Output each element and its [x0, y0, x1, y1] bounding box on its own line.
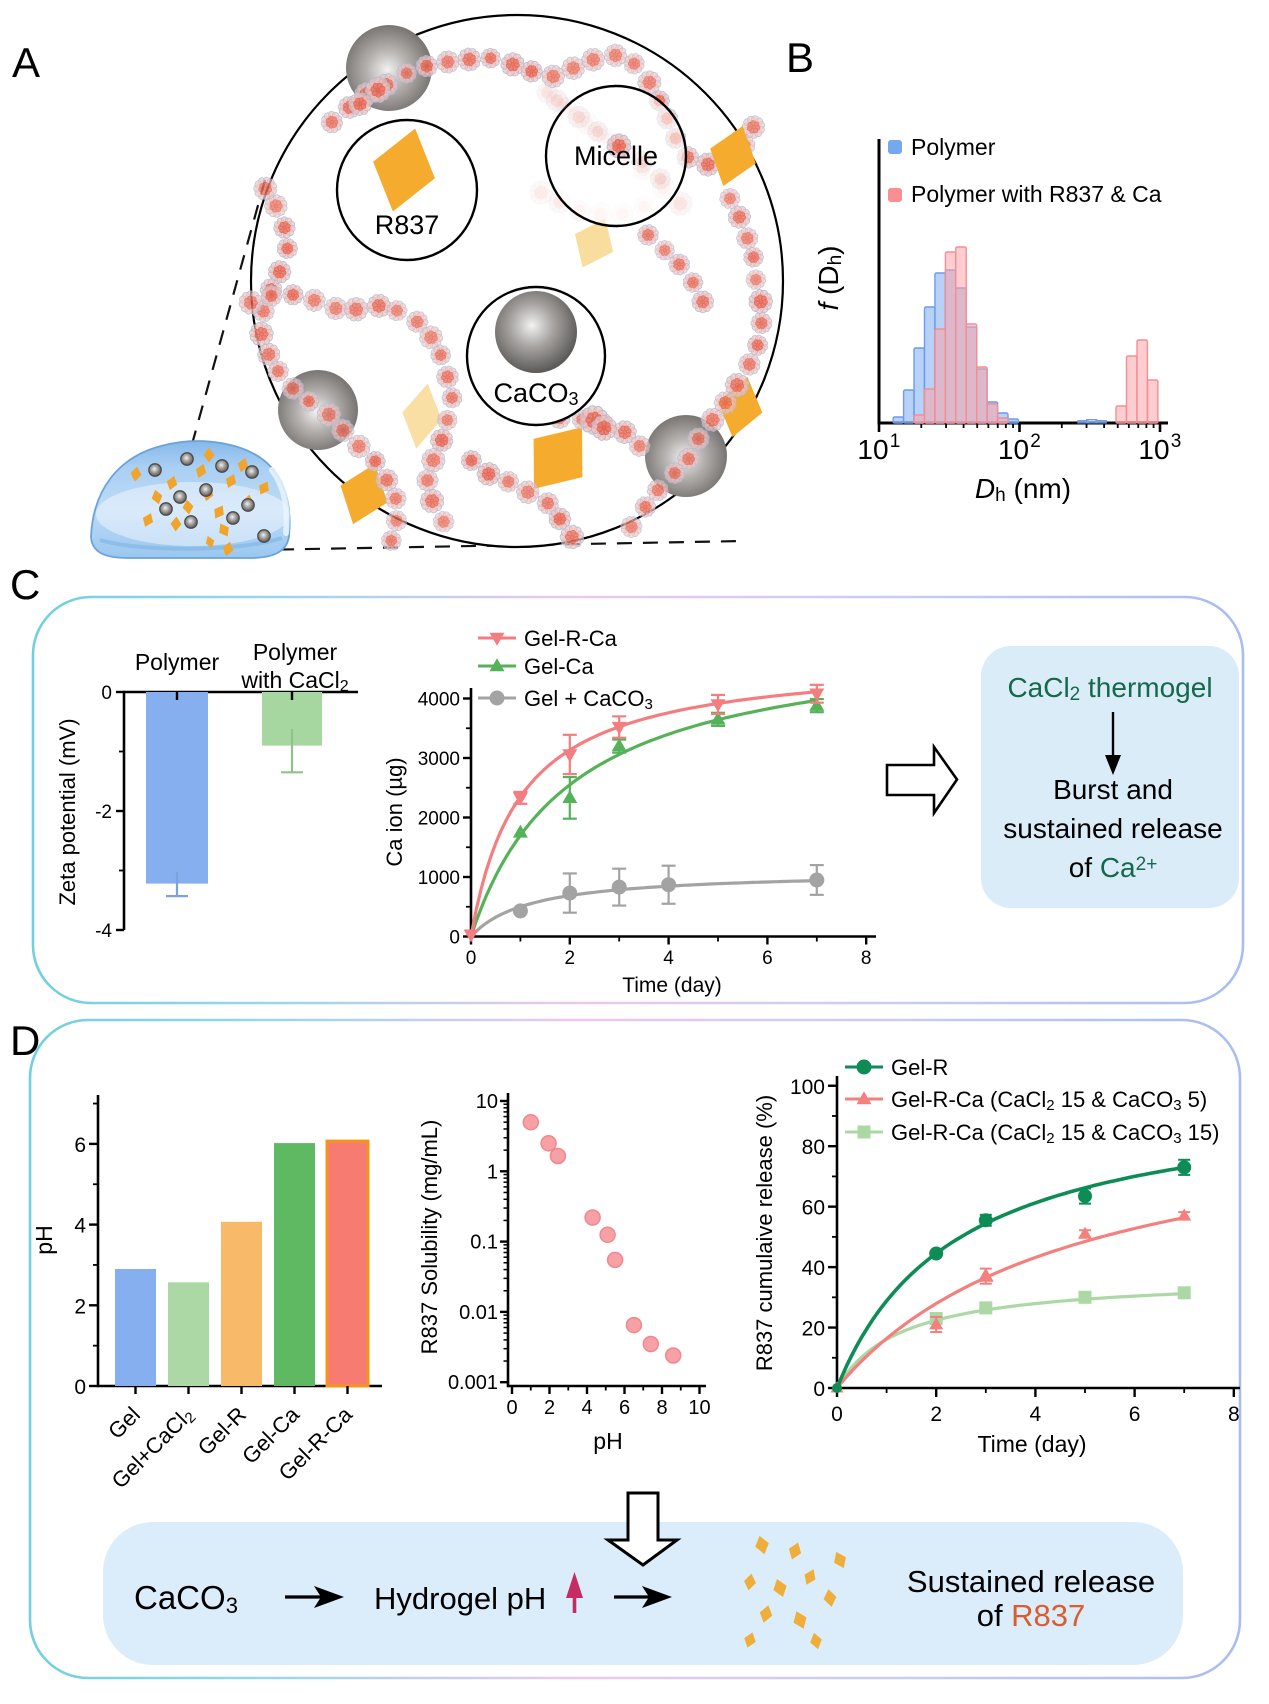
svg-text:A: A — [12, 39, 40, 86]
svg-text:8: 8 — [656, 1397, 667, 1419]
svg-text:0.001: 0.001 — [448, 1372, 498, 1394]
svg-text:Time (day): Time (day) — [622, 974, 722, 997]
svg-text:CaCl2 thermogel: CaCl2 thermogel — [1007, 672, 1212, 705]
svg-text:6: 6 — [762, 948, 773, 969]
svg-text:8: 8 — [1228, 1403, 1240, 1426]
svg-text:0: 0 — [74, 1376, 86, 1399]
svg-text:-2: -2 — [95, 802, 112, 823]
svg-text:Gel + CaCO3: Gel + CaCO3 — [524, 686, 653, 713]
svg-text:0: 0 — [506, 1397, 517, 1419]
svg-text:8: 8 — [861, 948, 872, 969]
svg-text:C: C — [10, 561, 40, 608]
svg-text:f (Dh): f (Dh) — [813, 245, 846, 310]
svg-text:pH: pH — [593, 1428, 622, 1454]
svg-text:R837 cumulaive release (%): R837 cumulaive release (%) — [752, 1095, 777, 1371]
svg-text:4: 4 — [1030, 1403, 1042, 1426]
svg-text:2: 2 — [544, 1397, 555, 1419]
svg-text:2: 2 — [1030, 431, 1041, 452]
svg-text:0: 0 — [831, 1403, 843, 1426]
svg-text:Gel-R: Gel-R — [891, 1055, 948, 1080]
svg-text:CaCO3: CaCO3 — [134, 1579, 238, 1618]
svg-text:pH: pH — [31, 1225, 57, 1254]
svg-text:2: 2 — [74, 1295, 86, 1318]
svg-text:0.01: 0.01 — [459, 1302, 498, 1324]
svg-text:2000: 2000 — [418, 809, 460, 830]
svg-text:Polymer: Polymer — [135, 649, 220, 675]
svg-text:of R837: of R837 — [977, 1598, 1086, 1633]
svg-text:Gel-Ca: Gel-Ca — [524, 654, 594, 679]
svg-text:CaCO3: CaCO3 — [493, 378, 578, 409]
svg-text:6: 6 — [619, 1397, 630, 1419]
svg-text:4: 4 — [663, 948, 674, 969]
svg-text:Sustained release: Sustained release — [907, 1564, 1155, 1599]
svg-text:Time (day): Time (day) — [977, 1431, 1086, 1457]
svg-text:10: 10 — [998, 434, 1029, 465]
svg-text:Burst and: Burst and — [1053, 774, 1173, 805]
svg-text:Dh (nm): Dh (nm) — [975, 473, 1071, 506]
svg-text:10: 10 — [476, 1091, 498, 1113]
svg-text:1000: 1000 — [418, 868, 460, 889]
svg-text:1: 1 — [487, 1161, 498, 1183]
svg-text:3: 3 — [1171, 431, 1182, 452]
svg-text:6: 6 — [1129, 1403, 1141, 1426]
svg-text:0: 0 — [466, 948, 477, 969]
svg-text:R837 Solubility (mg/mL): R837 Solubility (mg/mL) — [417, 1120, 442, 1355]
svg-text:3000: 3000 — [418, 749, 460, 770]
svg-text:0: 0 — [449, 928, 460, 949]
svg-text:10: 10 — [857, 434, 888, 465]
svg-text:10: 10 — [1138, 434, 1169, 465]
svg-text:Polymer: Polymer — [911, 134, 996, 160]
svg-text:4000: 4000 — [418, 690, 460, 711]
svg-text:6: 6 — [74, 1134, 86, 1157]
svg-text:4: 4 — [581, 1397, 592, 1419]
svg-text:R837: R837 — [375, 210, 440, 240]
svg-text:0.1: 0.1 — [470, 1232, 498, 1254]
svg-text:sustained release: sustained release — [1003, 813, 1222, 844]
svg-text:100: 100 — [790, 1076, 825, 1099]
svg-text:4: 4 — [74, 1215, 86, 1238]
svg-text:2: 2 — [565, 948, 576, 969]
svg-text:with CaCl2: with CaCl2 — [240, 667, 348, 695]
svg-text:Polymer with R837 & Ca: Polymer with R837 & Ca — [911, 181, 1162, 207]
svg-text:Gel-R-Ca: Gel-R-Ca — [524, 626, 618, 651]
svg-text:1: 1 — [890, 431, 901, 452]
svg-text:Zeta potential (mV): Zeta potential (mV) — [55, 718, 80, 905]
svg-text:Micelle: Micelle — [574, 141, 658, 171]
svg-text:10: 10 — [688, 1397, 710, 1419]
svg-text:0: 0 — [813, 1378, 825, 1401]
svg-text:0: 0 — [101, 683, 112, 704]
svg-text:B: B — [786, 34, 814, 81]
svg-text:Ca ion (µg): Ca ion (µg) — [382, 757, 407, 866]
svg-text:Polymer: Polymer — [253, 639, 338, 665]
svg-text:Gel-R-Ca (CaCl2 15 & CaCO3 15): Gel-R-Ca (CaCl2 15 & CaCO3 15) — [891, 1120, 1219, 1147]
svg-text:20: 20 — [802, 1318, 825, 1341]
svg-text:80: 80 — [802, 1136, 825, 1159]
svg-text:-4: -4 — [95, 921, 112, 942]
svg-text:40: 40 — [802, 1257, 825, 1280]
svg-text:Hydrogel pH: Hydrogel pH — [374, 1581, 546, 1616]
svg-text:2: 2 — [930, 1403, 942, 1426]
svg-text:60: 60 — [802, 1197, 825, 1220]
